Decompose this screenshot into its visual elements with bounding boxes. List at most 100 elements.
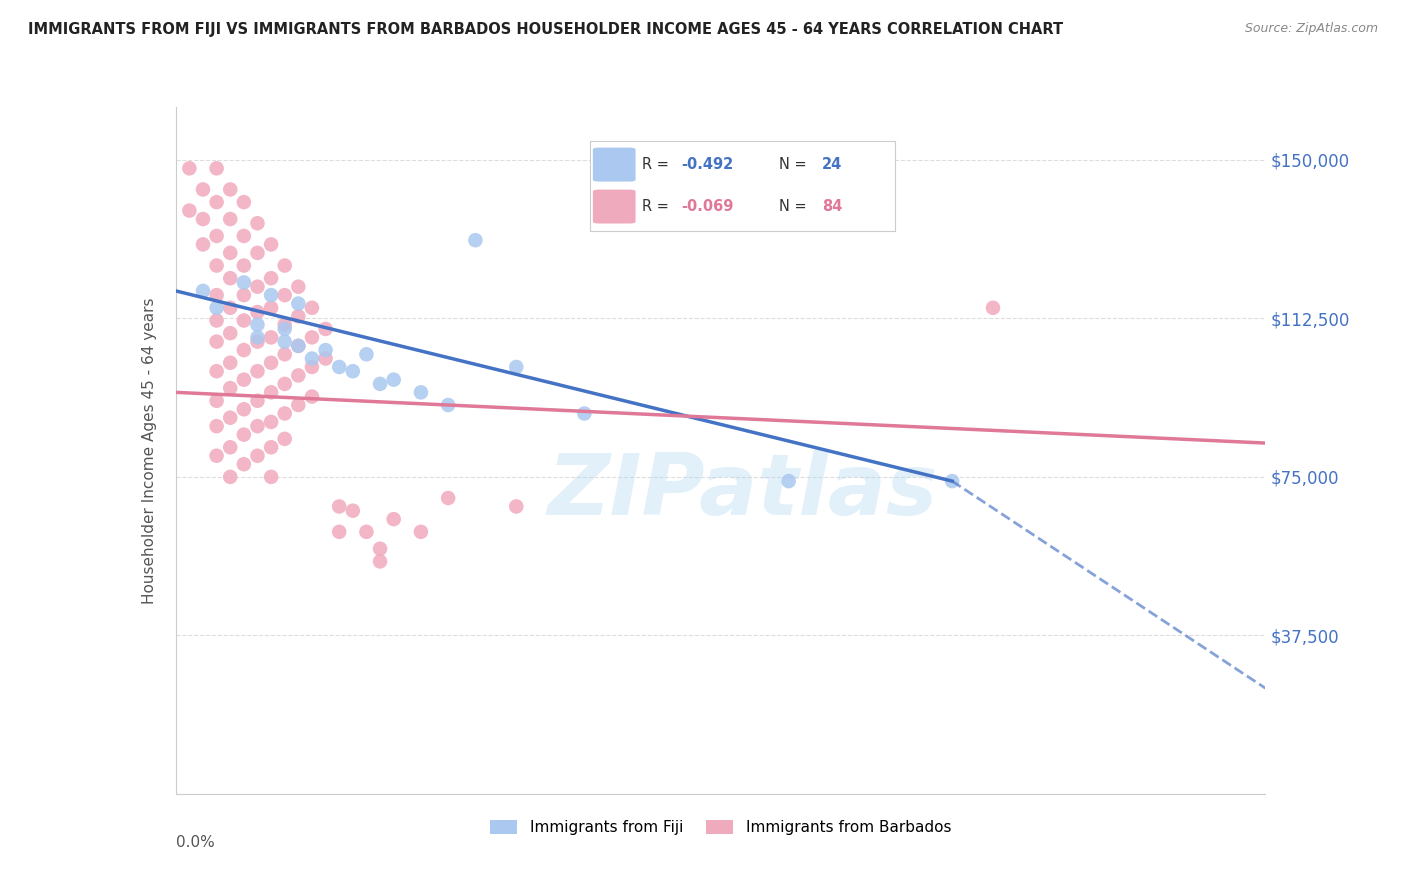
- Point: [274, 407, 297, 421]
- Point: [368, 554, 391, 568]
- FancyBboxPatch shape: [593, 148, 636, 182]
- Text: -0.069: -0.069: [682, 199, 734, 214]
- Point: [342, 504, 364, 518]
- Point: [464, 233, 486, 247]
- Text: IMMIGRANTS FROM FIJI VS IMMIGRANTS FROM BARBADOS HOUSEHOLDER INCOME AGES 45 - 64: IMMIGRANTS FROM FIJI VS IMMIGRANTS FROM …: [28, 22, 1063, 37]
- Point: [219, 440, 242, 454]
- Point: [219, 470, 242, 484]
- Text: N =: N =: [779, 199, 811, 214]
- Point: [287, 339, 309, 353]
- Point: [356, 524, 378, 539]
- Point: [382, 373, 405, 387]
- Point: [191, 182, 214, 196]
- Point: [205, 301, 228, 315]
- Point: [246, 279, 269, 293]
- Point: [287, 398, 309, 412]
- Point: [232, 427, 254, 442]
- Point: [219, 356, 242, 370]
- Point: [219, 245, 242, 260]
- Point: [328, 524, 350, 539]
- Point: [232, 402, 254, 417]
- Point: [356, 347, 378, 361]
- Point: [368, 541, 391, 556]
- Point: [219, 326, 242, 341]
- Point: [219, 271, 242, 285]
- Point: [246, 305, 269, 319]
- Point: [260, 356, 283, 370]
- Point: [179, 203, 201, 218]
- Point: [301, 390, 323, 404]
- Legend: Immigrants from Fiji, Immigrants from Barbados: Immigrants from Fiji, Immigrants from Ba…: [484, 814, 957, 841]
- Point: [232, 313, 254, 327]
- Point: [301, 359, 323, 374]
- Point: [205, 161, 228, 176]
- Point: [409, 385, 432, 400]
- Text: 24: 24: [821, 157, 842, 172]
- Point: [274, 259, 297, 273]
- Point: [246, 245, 269, 260]
- Point: [246, 419, 269, 434]
- Point: [260, 470, 283, 484]
- Point: [205, 449, 228, 463]
- Point: [260, 288, 283, 302]
- Point: [246, 330, 269, 344]
- Point: [315, 343, 337, 357]
- Point: [246, 216, 269, 230]
- Point: [205, 259, 228, 273]
- Point: [301, 351, 323, 366]
- Point: [219, 381, 242, 395]
- Point: [342, 364, 364, 378]
- Y-axis label: Householder Income Ages 45 - 64 years: Householder Income Ages 45 - 64 years: [142, 297, 157, 604]
- Point: [232, 195, 254, 210]
- Point: [246, 393, 269, 408]
- Point: [328, 500, 350, 514]
- Point: [232, 343, 254, 357]
- Point: [287, 368, 309, 383]
- Point: [274, 334, 297, 349]
- Point: [246, 364, 269, 378]
- Point: [274, 318, 297, 332]
- Point: [260, 301, 283, 315]
- Point: [232, 229, 254, 244]
- Point: [205, 364, 228, 378]
- Point: [191, 212, 214, 227]
- Point: [287, 279, 309, 293]
- Point: [205, 229, 228, 244]
- Point: [219, 410, 242, 425]
- Point: [246, 334, 269, 349]
- Point: [315, 322, 337, 336]
- Point: [205, 419, 228, 434]
- Point: [437, 491, 460, 505]
- Text: R =: R =: [641, 199, 673, 214]
- Point: [260, 271, 283, 285]
- Point: [260, 415, 283, 429]
- Point: [246, 318, 269, 332]
- Point: [287, 339, 309, 353]
- Text: Source: ZipAtlas.com: Source: ZipAtlas.com: [1244, 22, 1378, 36]
- Point: [219, 212, 242, 227]
- Point: [232, 288, 254, 302]
- Point: [232, 259, 254, 273]
- Point: [778, 474, 800, 488]
- Point: [205, 393, 228, 408]
- Point: [232, 276, 254, 290]
- Point: [368, 376, 391, 391]
- Point: [205, 334, 228, 349]
- Point: [287, 296, 309, 310]
- Point: [274, 288, 297, 302]
- Point: [260, 440, 283, 454]
- Point: [505, 359, 527, 374]
- Text: -0.492: -0.492: [682, 157, 734, 172]
- Point: [246, 449, 269, 463]
- Point: [274, 322, 297, 336]
- Point: [205, 313, 228, 327]
- Point: [232, 373, 254, 387]
- Text: N =: N =: [779, 157, 811, 172]
- Text: ZIPatlas: ZIPatlas: [547, 450, 938, 533]
- Text: 84: 84: [821, 199, 842, 214]
- Point: [260, 330, 283, 344]
- Point: [179, 161, 201, 176]
- Point: [274, 376, 297, 391]
- Point: [328, 359, 350, 374]
- Point: [981, 301, 1004, 315]
